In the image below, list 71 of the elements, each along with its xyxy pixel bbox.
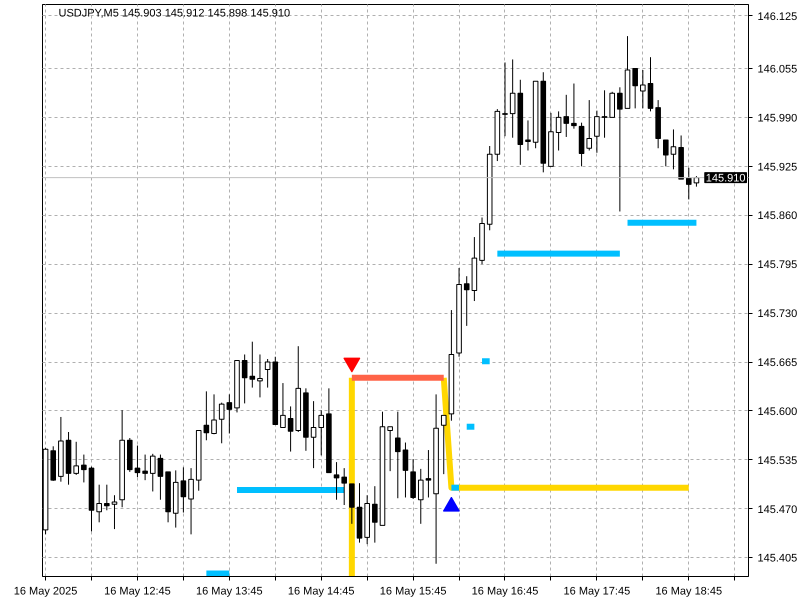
candlestick: [670, 128, 676, 170]
y-tick-label: 146.125: [758, 10, 798, 23]
candlestick: [586, 100, 592, 152]
y-tick-label: 145.535: [758, 454, 798, 467]
candlestick: [104, 484, 110, 511]
y-tick-label: 145.795: [758, 259, 798, 272]
candlestick: [426, 450, 432, 498]
candlestick: [464, 276, 470, 326]
candlestick: [602, 90, 608, 138]
x-tick-label: 16 May 17:45: [564, 586, 630, 598]
candlestick: [112, 494, 118, 530]
candlestick: [318, 410, 324, 456]
candlestick: [211, 394, 217, 435]
y-tick-label: 145.470: [758, 504, 798, 516]
chart-title: USDJPY,M5 145.903 145.912 145.898 145.910: [58, 8, 290, 20]
candlestick: [686, 167, 692, 200]
candlestick: [73, 441, 79, 476]
candlestick: [395, 411, 401, 499]
candlestick: [180, 466, 186, 514]
x-tick-label: 16 May 13:45: [196, 586, 263, 598]
y-tick-label: 145.600: [758, 406, 798, 418]
candlestick: [218, 402, 224, 444]
y-tick-label: 145.405: [758, 552, 798, 565]
candlestick: [402, 442, 408, 498]
candlestick: [134, 445, 140, 478]
candlestick: [226, 394, 232, 434]
candlestick: [556, 110, 562, 152]
candlestick: [571, 83, 577, 130]
candlestick: [349, 483, 355, 524]
candlestick: [257, 354, 263, 398]
candlestick: [632, 68, 638, 109]
y-tick-label: 145.925: [758, 161, 798, 174]
y-tick-label: 146.055: [758, 63, 798, 76]
candlestick: [440, 414, 447, 475]
candlestick: [563, 94, 570, 138]
x-tick-label: 16 May 12:45: [104, 586, 171, 598]
y-tick-label: 145.990: [758, 112, 798, 124]
x-tick-label: 16 May 14:45: [288, 586, 355, 598]
candlestick: [640, 69, 646, 109]
candlestick: [372, 486, 378, 544]
candlestick: [204, 390, 210, 441]
candlestick: [387, 426, 393, 472]
candlestick: [334, 462, 340, 500]
candlestick: [96, 484, 102, 523]
candlestick: [663, 139, 669, 167]
candlestick: [525, 120, 531, 152]
candlestick: [341, 468, 347, 506]
candlestick: [158, 454, 164, 500]
y-tick-label: 145.730: [758, 308, 798, 320]
ref-line-label: 145.910: [706, 172, 746, 185]
x-tick-label: 16 May 18:45: [655, 586, 722, 598]
candlestick: [188, 468, 194, 535]
candlestick: [510, 58, 516, 138]
candlestick: [142, 454, 148, 481]
candlestick: [594, 110, 600, 154]
y-tick-label: 145.860: [758, 210, 798, 222]
x-tick-label: 16 May 2025: [14, 586, 78, 598]
candlestick: [502, 62, 508, 137]
candlestick: [617, 86, 623, 212]
x-tick-label: 16 May 16:45: [472, 586, 538, 598]
y-tick-label: 145.665: [758, 357, 798, 369]
candlestick: [288, 406, 294, 452]
candlestick: [250, 341, 256, 388]
candlestick: [310, 400, 316, 469]
candlestick: [418, 468, 424, 524]
x-tick-label: 16 May 15:45: [380, 586, 446, 598]
candlestick: [150, 453, 156, 492]
candlestick: [242, 354, 248, 404]
candlestick: [264, 358, 270, 388]
candlestick: [280, 382, 286, 428]
candlestick: [81, 454, 87, 483]
